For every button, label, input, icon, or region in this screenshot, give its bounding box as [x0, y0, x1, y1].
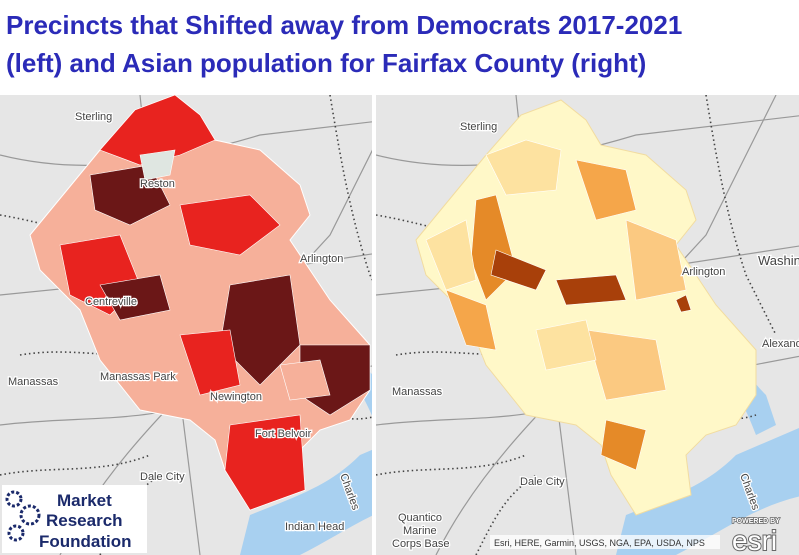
logo-line: Foundation — [39, 532, 132, 551]
esri-brand: esri — [732, 525, 777, 555]
place-label: Corps Base — [392, 538, 449, 550]
right-map: Sterling Arlington Washington Alexandria… — [376, 95, 799, 555]
place-label: Dale City — [520, 476, 565, 488]
logo-line: Market — [57, 491, 112, 510]
attribution: Esri, HERE, Garmin, USGS, NGA, EPA, USDA… — [494, 538, 705, 548]
esri-powered: POWERED BY — [732, 518, 780, 525]
place-label: Arlington — [300, 253, 343, 265]
place-label: Marine — [403, 525, 437, 537]
place-label: Washington — [758, 253, 799, 268]
place-label: Centreville — [85, 296, 137, 308]
place-label: Indian Head — [285, 521, 344, 533]
place-label: Quantico — [398, 512, 442, 524]
place-label: Newington — [210, 391, 262, 403]
divider — [372, 95, 376, 555]
place-label: Reston — [140, 178, 175, 190]
logo: Market Research Foundation — [2, 485, 147, 553]
place-label: Sterling — [75, 111, 112, 123]
place-label: Manassas — [8, 376, 59, 388]
place-label: Arlington — [682, 266, 725, 278]
place-label: Manassas — [392, 386, 443, 398]
logo-line: Research — [46, 511, 123, 530]
title-line: (left) and Asian population for Fairfax … — [6, 48, 647, 78]
title-line: Precincts that Shifted away from Democra… — [6, 10, 683, 40]
place-label: Sterling — [460, 121, 497, 133]
place-label: Fort Belvoir — [255, 428, 312, 440]
attribution-bg — [490, 535, 720, 549]
place-label: Alexandria — [762, 338, 799, 350]
left-map: Sterling Reston Arlington Centreville Ma… — [0, 95, 372, 555]
place-label: Dale City — [140, 471, 185, 483]
place-label: Manassas Park — [100, 371, 176, 383]
maps: Sterling Reston Arlington Centreville Ma… — [0, 95, 799, 555]
